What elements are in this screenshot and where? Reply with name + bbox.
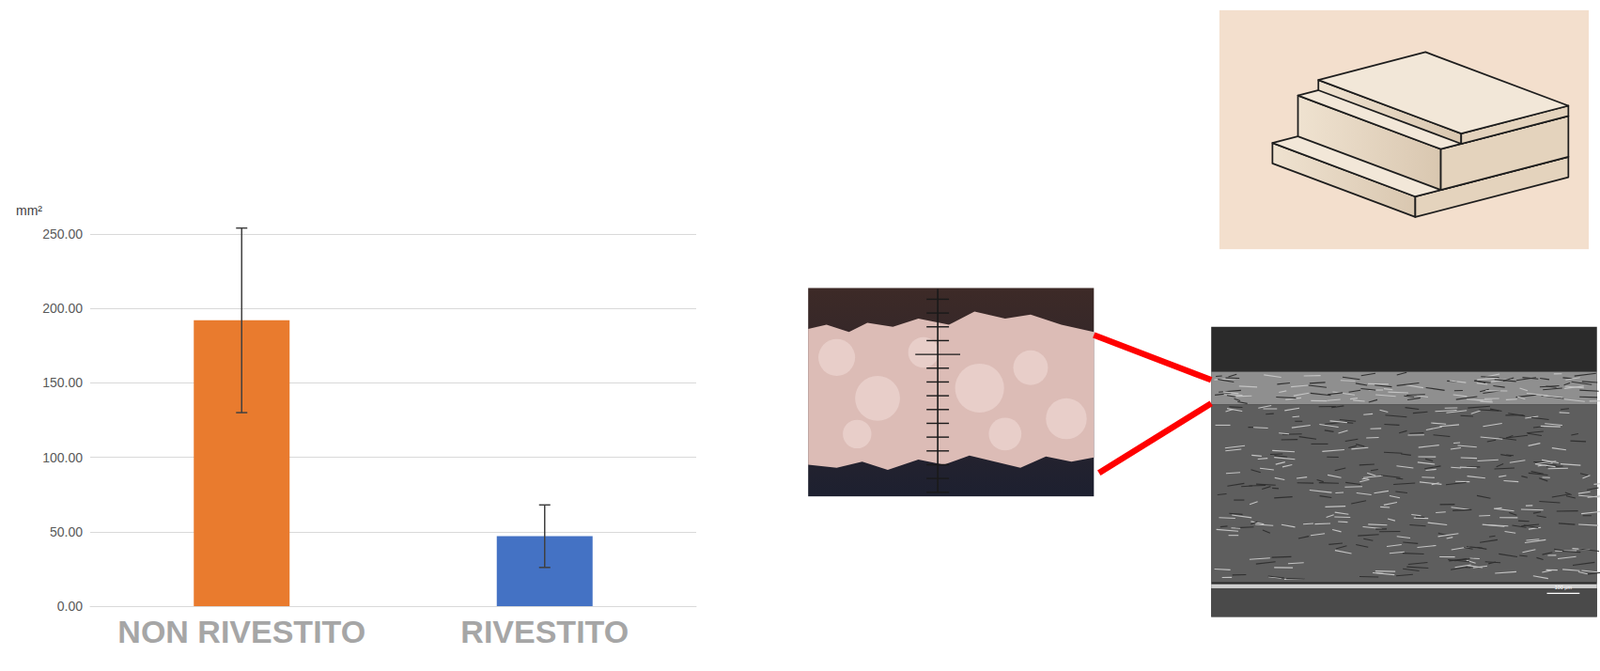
svg-text:150.00: 150.00 (42, 374, 83, 390)
svg-text:0.00: 0.00 (57, 598, 83, 614)
svg-text:RIVESTITO: RIVESTITO (460, 613, 629, 650)
svg-text:50.00: 50.00 (49, 524, 83, 540)
svg-text:100 μm: 100 μm (1554, 584, 1573, 591)
svg-text:mm²: mm² (15, 202, 43, 218)
svg-text:200.00: 200.00 (42, 300, 83, 316)
svg-text:250.00: 250.00 (42, 226, 83, 242)
svg-text:NON RIVESTITO: NON RIVESTITO (117, 613, 366, 650)
svg-text:100.00: 100.00 (42, 450, 83, 466)
